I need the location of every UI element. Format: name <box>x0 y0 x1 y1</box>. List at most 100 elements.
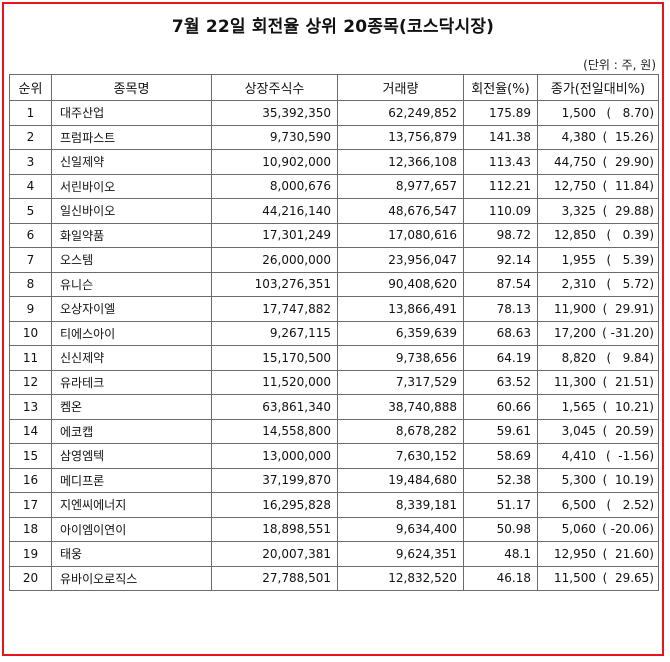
rank-cell: 12 <box>9 369 52 395</box>
table-row: 16 메디프론 37,199,870 19,484,680 52.38 5,300 ( 10… <box>9 467 659 493</box>
close-price-cell: 4,380 ( 15.26) <box>537 124 659 150</box>
listed-shares-cell: 17,301,249 <box>211 222 338 248</box>
rank-cell: 3 <box>9 149 52 175</box>
table-row: 15 삼영엠텍 13,000,000 7,630,152 58.69 4,410 ( -1.… <box>9 443 659 469</box>
listed-shares-cell: 14,558,800 <box>211 418 338 444</box>
volume-cell: 48,676,547 <box>337 198 464 224</box>
rank-cell: 6 <box>9 222 52 248</box>
turnover-cell: 98.72 <box>463 222 538 248</box>
turnover-cell: 48.1 <box>463 541 538 567</box>
rank-cell: 8 <box>9 271 52 297</box>
table-row: 20 유바이오로직스 27,788,501 12,832,520 46.18 11,500… <box>9 565 659 591</box>
listed-shares-cell: 9,730,590 <box>211 124 338 150</box>
price-change: ( 29.91) <box>602 301 654 316</box>
stock-name-cell: 대주산업 <box>51 100 212 126</box>
rank-cell: 11 <box>9 345 52 371</box>
page-title: 7월 22일 회전율 상위 20종목(코스닥시장) <box>171 17 495 37</box>
turnover-table: 순위 종목명 상장주식수 거래량 회전율(%) 종가(전일대비%) 1 대주산업 3… <box>9 74 659 591</box>
close-price: 12,950 <box>554 546 596 561</box>
table-row: 1 대주산업 35,392,350 62,249,852 175.89 1,500 ( 8.… <box>9 100 659 126</box>
table-row: 17 지엔씨에너지 16,295,828 8,339,181 51.17 6,500 ( 2… <box>9 492 659 518</box>
volume-cell: 17,080,616 <box>337 222 464 248</box>
close-price-cell: 44,750 ( 29.90) <box>537 149 659 175</box>
rank-cell: 14 <box>9 418 52 444</box>
price-change: ( 8.70) <box>606 105 654 120</box>
rank-cell: 7 <box>9 247 52 273</box>
price-change: ( 29.90) <box>602 154 654 169</box>
unit-note: (단위 : 주, 원) <box>583 58 656 72</box>
table-row: 13 켐온 63,861,340 38,740,888 60.66 1,565 ( 10.2… <box>9 394 659 420</box>
turnover-cell: 51.17 <box>463 492 538 518</box>
close-price: 3,045 <box>561 424 596 439</box>
stock-name-cell: 에코캡 <box>51 418 212 444</box>
close-price: 1,565 <box>561 399 596 414</box>
table-body: 1 대주산업 35,392,350 62,249,852 175.89 1,500 ( 8.… <box>9 100 659 591</box>
stock-name-cell: 오스템 <box>51 247 212 273</box>
price-change: ( -20.06) <box>602 522 654 537</box>
price-change: ( 21.60) <box>602 546 654 561</box>
header-volume: 거래량 <box>337 74 464 101</box>
listed-shares-cell: 44,216,140 <box>211 198 338 224</box>
close-price-cell: 3,325 ( 29.88) <box>537 198 659 224</box>
close-price-cell: 2,310 ( 5.72) <box>537 271 659 297</box>
listed-shares-cell: 27,788,501 <box>211 565 338 591</box>
volume-cell: 9,634,400 <box>337 516 464 542</box>
rank-cell: 9 <box>9 296 52 322</box>
listed-shares-cell: 26,000,000 <box>211 247 338 273</box>
stock-name-cell: 태웅 <box>51 541 212 567</box>
stock-name-cell: 티에스아이 <box>51 320 212 346</box>
close-price-cell: 5,060 ( -20.06) <box>537 516 659 542</box>
close-price: 1,500 <box>561 105 596 120</box>
table-header-row: 순위 종목명 상장주식수 거래량 회전율(%) 종가(전일대비%) <box>9 74 659 101</box>
stock-name-cell: 오상자이엘 <box>51 296 212 322</box>
table-row: 7 오스템 26,000,000 23,956,047 92.14 1,955 ( 5.39… <box>9 247 659 273</box>
turnover-cell: 50.98 <box>463 516 538 542</box>
close-price: 5,300 <box>561 473 596 488</box>
close-price: 4,380 <box>561 130 596 145</box>
volume-cell: 9,738,656 <box>337 345 464 371</box>
volume-cell: 13,866,491 <box>337 296 464 322</box>
stock-name-cell: 유라테크 <box>51 369 212 395</box>
listed-shares-cell: 103,276,351 <box>211 271 338 297</box>
stock-name-cell: 유바이오로직스 <box>51 565 212 591</box>
price-change: ( -31.20) <box>602 326 654 341</box>
volume-cell: 12,832,520 <box>337 565 464 591</box>
rank-cell: 4 <box>9 173 52 199</box>
price-change: ( 21.51) <box>602 375 654 390</box>
listed-shares-cell: 18,898,551 <box>211 516 338 542</box>
turnover-cell: 141.38 <box>463 124 538 150</box>
price-change: ( -1.56) <box>605 448 654 463</box>
rank-cell: 15 <box>9 443 52 469</box>
listed-shares-cell: 15,170,500 <box>211 345 338 371</box>
volume-cell: 7,317,529 <box>337 369 464 395</box>
rank-cell: 5 <box>9 198 52 224</box>
table-row: 6 화일약품 17,301,249 17,080,616 98.72 12,850 ( 0.… <box>9 222 659 248</box>
stock-name-cell: 신신제약 <box>51 345 212 371</box>
close-price-cell: 3,045 ( 20.59) <box>537 418 659 444</box>
turnover-cell: 78.13 <box>463 296 538 322</box>
price-change: ( 11.84) <box>602 179 654 194</box>
stock-name-cell: 프럼파스트 <box>51 124 212 150</box>
rank-cell: 17 <box>9 492 52 518</box>
rank-cell: 1 <box>9 100 52 126</box>
close-price: 11,900 <box>554 301 596 316</box>
listed-shares-cell: 17,747,882 <box>211 296 338 322</box>
close-price: 6,500 <box>561 497 596 512</box>
header-name: 종목명 <box>51 74 212 101</box>
close-price: 4,410 <box>561 448 596 463</box>
rank-cell: 19 <box>9 541 52 567</box>
price-change: ( 20.59) <box>602 424 654 439</box>
table-row: 3 신일제약 10,902,000 12,366,108 113.43 44,750 ( 2… <box>9 149 659 175</box>
stock-name-cell: 삼영엠텍 <box>51 443 212 469</box>
table-row: 11 신신제약 15,170,500 9,738,656 64.19 8,820 ( 9.8… <box>9 345 659 371</box>
turnover-cell: 87.54 <box>463 271 538 297</box>
rank-cell: 2 <box>9 124 52 150</box>
volume-cell: 9,624,351 <box>337 541 464 567</box>
listed-shares-cell: 13,000,000 <box>211 443 338 469</box>
volume-cell: 19,484,680 <box>337 467 464 493</box>
close-price: 2,310 <box>561 277 596 292</box>
close-price-cell: 6,500 ( 2.52) <box>537 492 659 518</box>
price-change: ( 29.65) <box>602 571 654 586</box>
header-turnover: 회전율(%) <box>463 74 538 101</box>
rank-cell: 20 <box>9 565 52 591</box>
